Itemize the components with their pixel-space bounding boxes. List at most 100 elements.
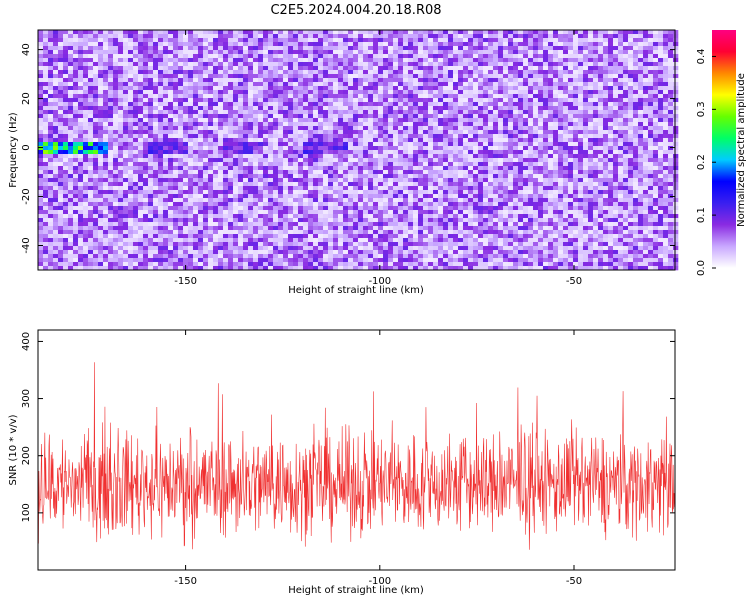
heatmap-cell: [253, 46, 259, 51]
heatmap-cell: [98, 98, 104, 103]
heatmap-cell: [318, 110, 324, 115]
heatmap-cell: [38, 98, 44, 103]
heatmap-cell: [528, 166, 534, 171]
heatmap-cell: [248, 138, 254, 143]
heatmap-cell: [543, 46, 549, 51]
heatmap-cell: [553, 30, 559, 35]
heatmap-cell: [53, 86, 59, 91]
heatmap-cell: [163, 42, 169, 47]
heatmap-cell: [193, 30, 199, 35]
heatmap-cell: [173, 142, 179, 147]
heatmap-cell: [468, 70, 474, 75]
heatmap-cell: [573, 126, 579, 131]
heatmap-cell: [318, 86, 324, 91]
heatmap-cell: [598, 38, 604, 43]
heatmap-cell: [83, 122, 89, 127]
heatmap-cell: [533, 178, 539, 183]
heatmap-cell: [113, 38, 119, 43]
heatmap-cell: [273, 78, 279, 83]
heatmap-cell: [473, 62, 479, 67]
heatmap-cell: [258, 42, 264, 47]
heatmap-cell: [368, 58, 374, 63]
heatmap-cell: [323, 30, 329, 35]
heatmap-cell: [383, 110, 389, 115]
heatmap-cell: [308, 118, 314, 123]
heatmap-cell: [383, 106, 389, 111]
heatmap-cell: [223, 78, 229, 83]
heatmap-cell: [233, 114, 239, 119]
heatmap-cell: [203, 122, 209, 127]
heatmap-cell: [348, 146, 354, 151]
heatmap-cell: [463, 118, 469, 123]
heatmap-cell: [338, 90, 344, 95]
heatmap-cell: [413, 38, 419, 43]
heatmap-cell: [668, 66, 674, 71]
heatmap-cell: [363, 70, 369, 75]
heatmap-cell: [133, 62, 139, 67]
heatmap-cell: [223, 74, 229, 79]
heatmap-cell: [518, 134, 524, 139]
heatmap-cell: [663, 110, 669, 115]
heatmap-cell: [518, 110, 524, 115]
heatmap-cell: [673, 106, 679, 111]
heatmap-cell: [623, 170, 629, 175]
heatmap-cell: [458, 66, 464, 71]
heatmap-cell: [213, 146, 219, 151]
heatmap-cell: [228, 150, 234, 155]
heatmap-cell: [268, 122, 274, 127]
heatmap-cell: [363, 126, 369, 131]
heatmap-cell: [523, 70, 529, 75]
heatmap-cell: [423, 162, 429, 167]
heatmap-cell: [143, 90, 149, 95]
heatmap-cell: [98, 90, 104, 95]
heatmap-cell: [183, 162, 189, 167]
heatmap-cell: [478, 90, 484, 95]
heatmap-cell: [238, 126, 244, 131]
heatmap-cell: [548, 42, 554, 47]
heatmap-cell: [43, 74, 49, 79]
heatmap-cell: [578, 106, 584, 111]
heatmap-cell: [138, 182, 144, 187]
heatmap-cell: [393, 30, 399, 35]
heatmap-cell: [568, 130, 574, 135]
heatmap-cell: [368, 62, 374, 67]
heatmap-cell: [218, 146, 224, 151]
heatmap-cell: [213, 154, 219, 159]
heatmap-cell: [278, 34, 284, 39]
heatmap-cell: [418, 82, 424, 87]
heatmap-cell: [638, 62, 644, 67]
heatmap-cell: [338, 118, 344, 123]
heatmap-cell: [673, 174, 679, 179]
heatmap-cell: [238, 110, 244, 115]
heatmap-cell: [318, 158, 324, 163]
heatmap-cell: [438, 150, 444, 155]
heatmap-cell: [298, 74, 304, 79]
heatmap-cell: [498, 38, 504, 43]
heatmap-cell: [373, 58, 379, 63]
heatmap-cell: [608, 182, 614, 187]
heatmap-cell: [408, 50, 414, 55]
heatmap-cell: [413, 138, 419, 143]
heatmap-cell: [168, 86, 174, 91]
heatmap-cell: [583, 150, 589, 155]
heatmap-cell: [113, 86, 119, 91]
heatmap-cell: [458, 98, 464, 103]
heatmap-cell: [483, 142, 489, 147]
heatmap-cell: [58, 110, 64, 115]
heatmap-cell: [563, 174, 569, 179]
heatmap-cell: [88, 146, 94, 151]
heatmap-cell: [643, 50, 649, 55]
heatmap-cell: [93, 154, 99, 159]
heatmap-cell: [388, 106, 394, 111]
heatmap-cell: [203, 114, 209, 119]
heatmap-cell: [343, 178, 349, 183]
heatmap-cell: [508, 110, 514, 115]
heatmap-cell: [403, 122, 409, 127]
heatmap-cell: [553, 118, 559, 123]
heatmap-cell: [108, 146, 114, 151]
heatmap-cell: [78, 126, 84, 131]
heatmap-cell: [603, 74, 609, 79]
heatmap-cell: [633, 42, 639, 47]
heatmap-cell: [498, 122, 504, 127]
heatmap-cell: [93, 42, 99, 47]
